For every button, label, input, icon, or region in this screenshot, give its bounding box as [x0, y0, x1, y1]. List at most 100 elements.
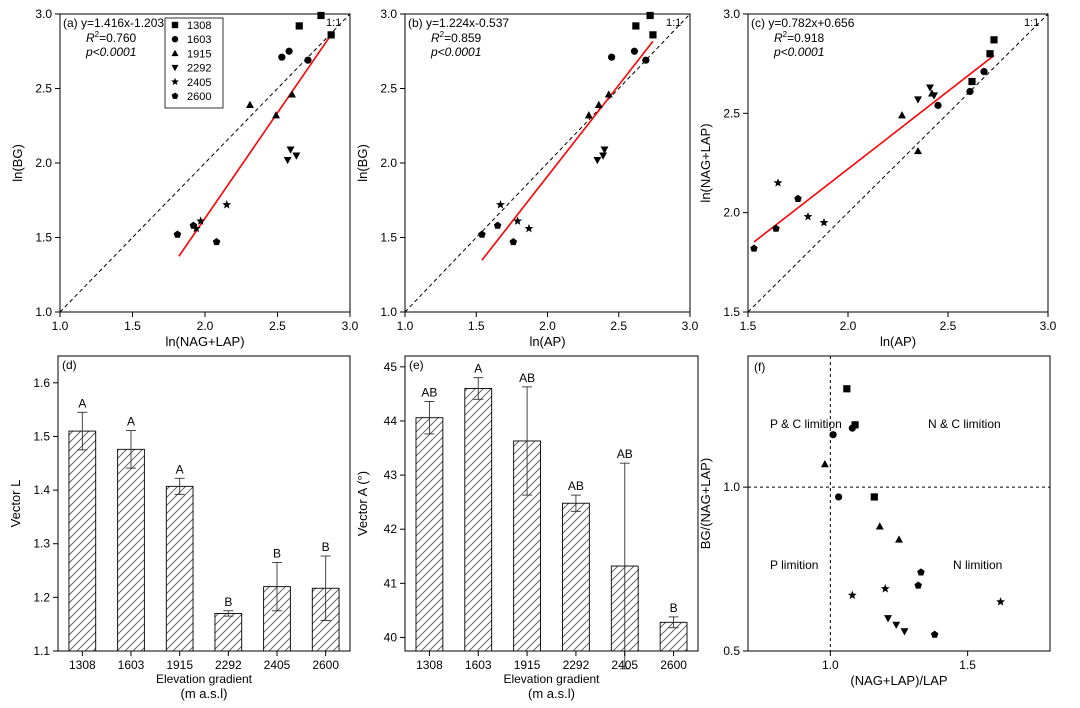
point-1603: [835, 493, 843, 501]
significance-letter: AB: [568, 479, 584, 493]
point-2405: [803, 211, 813, 221]
point-2600: [914, 581, 922, 589]
point-2292: [926, 84, 934, 92]
y-tick-label: 1.0: [723, 480, 740, 494]
point-1308: [327, 31, 335, 39]
point-1308: [632, 22, 640, 30]
point-2600: [509, 238, 518, 246]
y-tick-label: 43: [384, 468, 398, 482]
p-value: p<0.0001: [430, 45, 481, 59]
point-2405: [773, 178, 783, 187]
x-tick-label: 1.0: [822, 658, 839, 672]
x-tick-label: 2292: [563, 658, 590, 672]
point-2292: [892, 621, 901, 629]
scatter-panel-a: 1.0 1.5 2.0 2.5 3.0 1.0 1.5 2.0 2.5 3.0 ln(NAG+LAP…: [10, 7, 359, 349]
legend-label: 2292: [187, 63, 211, 75]
point-1915: [604, 90, 613, 98]
bar-2292: [562, 502, 590, 652]
point-2600: [930, 630, 939, 638]
y-axis-label: Vector A (°): [355, 471, 370, 536]
point-1915: [895, 535, 903, 543]
point-2600: [750, 244, 758, 252]
plot-frame: [404, 355, 699, 652]
y-axis-label: ln(NAG+LAP): [698, 123, 713, 202]
y-tick-label: 3.0: [35, 7, 52, 21]
x-tick-label: 1915: [166, 658, 193, 672]
legend-label: 1308: [187, 20, 211, 32]
y-tick-label: 2.0: [723, 206, 740, 220]
y-axis-label: ln(BG): [355, 144, 370, 182]
scatter-panel-b: 1.0 1.5 2.0 2.5 3.0 1.0 1.5 2.0 2.5 3.0 ln(AP) ln(B…: [355, 7, 699, 349]
bar-1915: [165, 485, 194, 652]
significance-letter: AB: [421, 385, 437, 399]
point-2600: [478, 230, 486, 238]
point-2405: [524, 223, 534, 233]
point-1915: [584, 111, 593, 119]
quadrant-label: P & C limition: [770, 417, 842, 431]
significance-letter: A: [176, 462, 184, 476]
y-tick-label: 3.0: [380, 7, 397, 21]
point-2405: [996, 597, 1006, 606]
y-tick-label: 3.0: [723, 7, 740, 21]
x-tick-label: 2.5: [940, 319, 957, 333]
point-2292: [884, 615, 892, 623]
x-axis-label: Elevation gradient: [503, 672, 600, 686]
point-1308: [986, 50, 994, 58]
r-squared: R2=0.760: [86, 30, 136, 45]
one-to-one-line: [404, 13, 691, 313]
significance-letter: B: [670, 601, 678, 615]
regression-line: [753, 54, 995, 243]
regression-line: [178, 34, 332, 257]
x-tick-label: 1603: [118, 658, 145, 672]
r-squared: R2=0.859: [431, 30, 481, 45]
legend-label: 1603: [187, 34, 211, 46]
point-1603: [304, 56, 312, 64]
y-tick-label: 1.4: [33, 483, 50, 497]
point-1603: [278, 53, 286, 61]
plot-frame: [747, 355, 1051, 652]
x-tick-label: 3.0: [342, 319, 359, 333]
plot-frame: [747, 13, 1049, 313]
point-2292: [900, 628, 909, 636]
regression-line: [481, 40, 654, 261]
regression-equation: (a) y=1.416x-1.203: [63, 16, 164, 30]
x-axis-label: ln(NAG+LAP): [165, 334, 244, 349]
point-1308: [990, 36, 998, 44]
point-2292: [914, 96, 922, 104]
point-1915: [875, 522, 884, 530]
point-2292: [930, 92, 938, 100]
point-1603: [980, 68, 988, 76]
one-to-one-line: [59, 13, 351, 313]
quadrant-label: N & C limition: [928, 417, 1001, 431]
point-2405: [191, 223, 201, 233]
regression-equation: (c) y=0.782x+0.656: [751, 16, 855, 30]
point-1915: [914, 146, 922, 155]
point-2292: [292, 152, 301, 160]
legend-label: 2405: [187, 77, 211, 89]
legend-label: 1915: [187, 48, 211, 60]
x-tick-label: 1603: [465, 658, 492, 672]
y-tick-label: 1.5: [723, 305, 740, 319]
point-2405: [513, 216, 523, 225]
y-tick-label: 1.0: [35, 305, 52, 319]
x-tick-label: 2600: [312, 658, 339, 672]
point-2405: [196, 216, 206, 225]
x-tick-label: 2.5: [610, 319, 627, 333]
significance-letter: A: [474, 362, 482, 376]
p-value: p<0.0001: [85, 45, 136, 59]
regression-equation: (b) y=1.224x-0.537: [408, 16, 509, 30]
y-tick-label: 1.3: [33, 537, 50, 551]
y-tick-label: 1.5: [380, 231, 397, 245]
point-2405: [880, 584, 890, 593]
point-1915: [820, 460, 829, 468]
y-tick-label: 44: [384, 414, 398, 428]
significance-letter: A: [78, 396, 86, 410]
y-tick-label: 1.5: [33, 429, 50, 443]
ratio-label: 1:1: [1024, 17, 1039, 29]
legend-marker: [171, 77, 179, 86]
plot-frame: [57, 355, 351, 652]
scatter-panel-c: 1.5 2.0 2.5 3.0 1.5 2.0 2.5 3.0 ln(AP) ln(NAG+LAP…: [698, 7, 1057, 349]
y-tick-label: 2.0: [380, 156, 397, 170]
